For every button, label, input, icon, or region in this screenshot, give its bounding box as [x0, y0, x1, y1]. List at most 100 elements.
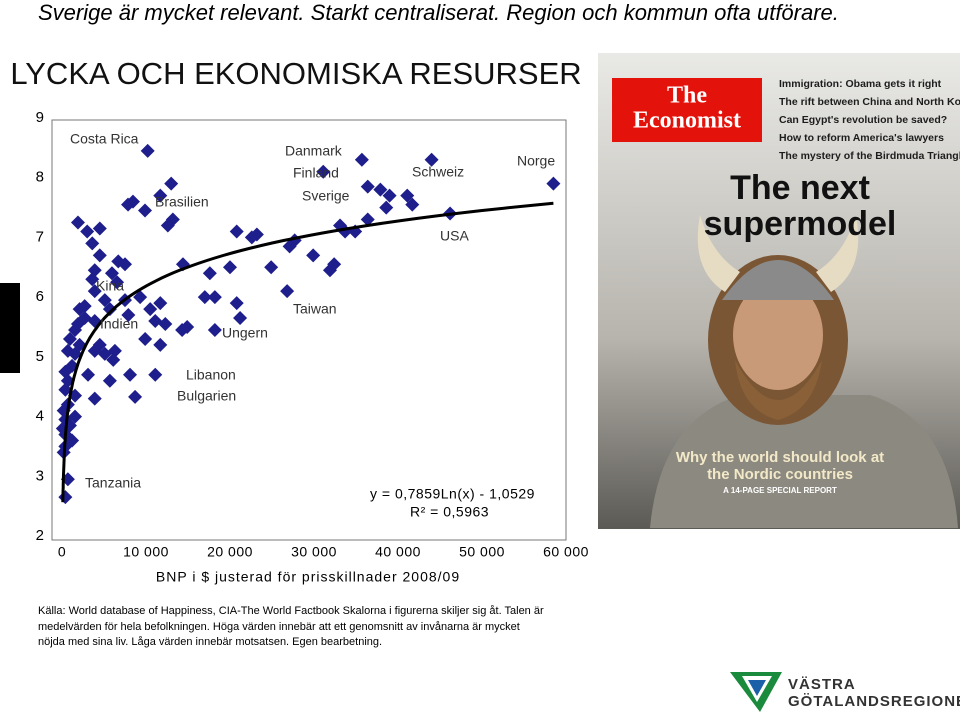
x-tick-label: 50 000	[459, 544, 505, 560]
data-point	[148, 314, 163, 329]
cover-headline: The next	[730, 169, 870, 207]
data-point	[62, 331, 77, 346]
data-point	[137, 203, 152, 218]
slide-heading: Sverige är mycket relevant. Starkt centr…	[38, 0, 839, 25]
x-tick-label: 10 000	[123, 544, 169, 560]
masthead: The	[667, 83, 707, 109]
data-point	[229, 224, 244, 239]
cover-tunic	[650, 395, 958, 528]
data-point	[354, 152, 369, 167]
y-tick-label: 5	[36, 348, 44, 365]
point-annotation: Tanzania	[85, 475, 141, 491]
point-annotation: USA	[440, 228, 469, 244]
data-point	[58, 382, 73, 397]
data-point	[207, 322, 222, 337]
data-point	[202, 266, 217, 281]
cover-headline: supermodel	[704, 205, 897, 243]
data-point	[244, 230, 259, 245]
data-point	[153, 296, 168, 311]
data-point	[160, 218, 175, 233]
y-tick-label: 8	[36, 169, 44, 186]
data-point	[80, 224, 95, 239]
data-point	[379, 200, 394, 215]
x-axis-label: BNP i $ justerad för prisskillnader 2008…	[156, 569, 460, 585]
point-annotation: Indien	[100, 316, 138, 332]
x-tick-label: 0	[58, 544, 66, 560]
source-note: Källa: World database of Happiness, CIA-…	[38, 605, 544, 648]
data-point	[546, 176, 561, 191]
cover-strap: Why the world should look at	[676, 449, 884, 466]
data-point	[110, 275, 125, 290]
data-point	[121, 197, 136, 212]
data-point	[87, 284, 102, 299]
data-point	[306, 248, 321, 263]
point-annotation: Danmark	[285, 143, 343, 159]
cover-face	[733, 280, 823, 390]
source-line: nöjda med sina liv. Låga värden innebär …	[38, 636, 382, 648]
data-point	[92, 221, 107, 236]
y-tick-label: 2	[36, 527, 44, 544]
y-tick-label: 9	[36, 109, 44, 126]
data-point	[223, 260, 237, 275]
x-tick-label: 20 000	[207, 544, 253, 560]
data-point	[197, 290, 212, 305]
logo-mark-core	[748, 680, 766, 696]
data-point	[70, 215, 85, 230]
point-annotation: Sverige	[302, 188, 350, 204]
edge-block	[0, 283, 20, 373]
data-point	[153, 188, 168, 203]
data-point	[327, 257, 342, 272]
cover-horn	[816, 215, 859, 292]
data-point	[87, 343, 102, 358]
trend-r2: R² = 0,5963	[410, 504, 489, 520]
data-point	[60, 472, 75, 487]
data-point	[360, 212, 375, 227]
data-point	[138, 331, 153, 346]
data-point	[148, 367, 163, 382]
data-point	[360, 179, 375, 194]
data-point	[373, 182, 388, 197]
y-tick-label: 7	[36, 228, 44, 245]
masthead: Economist	[633, 108, 741, 134]
data-point	[164, 176, 179, 191]
source-line: medelvärden för hela befolkningen. Höga …	[38, 621, 520, 633]
data-point	[207, 290, 222, 305]
point-annotation: Brasilien	[155, 194, 209, 210]
y-tick-label: 6	[36, 288, 44, 305]
cover-strap: the Nordic countries	[707, 466, 853, 483]
cover-beard	[735, 360, 822, 420]
data-point	[405, 197, 420, 212]
cover-teaser: The mystery of the Birdmuda Triangle	[779, 150, 960, 162]
source-line: Källa: World database of Happiness, CIA-…	[38, 605, 544, 617]
data-point	[133, 290, 148, 305]
cover-teaser: How to reform America's lawyers	[779, 132, 944, 144]
data-point	[97, 346, 112, 361]
cover-horn	[697, 215, 740, 292]
data-point	[68, 409, 83, 424]
y-tick-label: 4	[36, 408, 44, 425]
data-point	[128, 389, 143, 404]
data-point	[424, 152, 439, 167]
data-point	[81, 367, 96, 382]
data-point	[143, 302, 158, 317]
cover-helmet	[722, 260, 834, 300]
chart-title: LYCKA OCH EKONOMISKA RESURSER	[10, 56, 581, 91]
data-point	[85, 236, 100, 251]
trend-equation: y = 0,7859Ln(x) - 1,0529	[370, 486, 535, 502]
data-point	[316, 164, 331, 179]
logo: VÄSTRA GÖTALANDSREGIONEN	[730, 672, 960, 712]
cover-teaser: Can Egypt's revolution be saved?	[779, 114, 947, 126]
data-point	[97, 293, 112, 308]
data-point	[382, 188, 397, 203]
logo-text: VÄSTRA	[788, 676, 856, 693]
data-point	[125, 194, 140, 209]
data-point	[58, 490, 73, 505]
data-point	[229, 296, 244, 311]
point-annotation: Libanon	[186, 367, 236, 383]
point-annotation: Costa Rica	[70, 131, 139, 147]
magazine-cover: The Economist Immigration: Obama gets it…	[598, 53, 960, 529]
data-point	[153, 337, 168, 352]
point-annotation: Kina	[96, 278, 124, 294]
data-point	[92, 248, 107, 263]
